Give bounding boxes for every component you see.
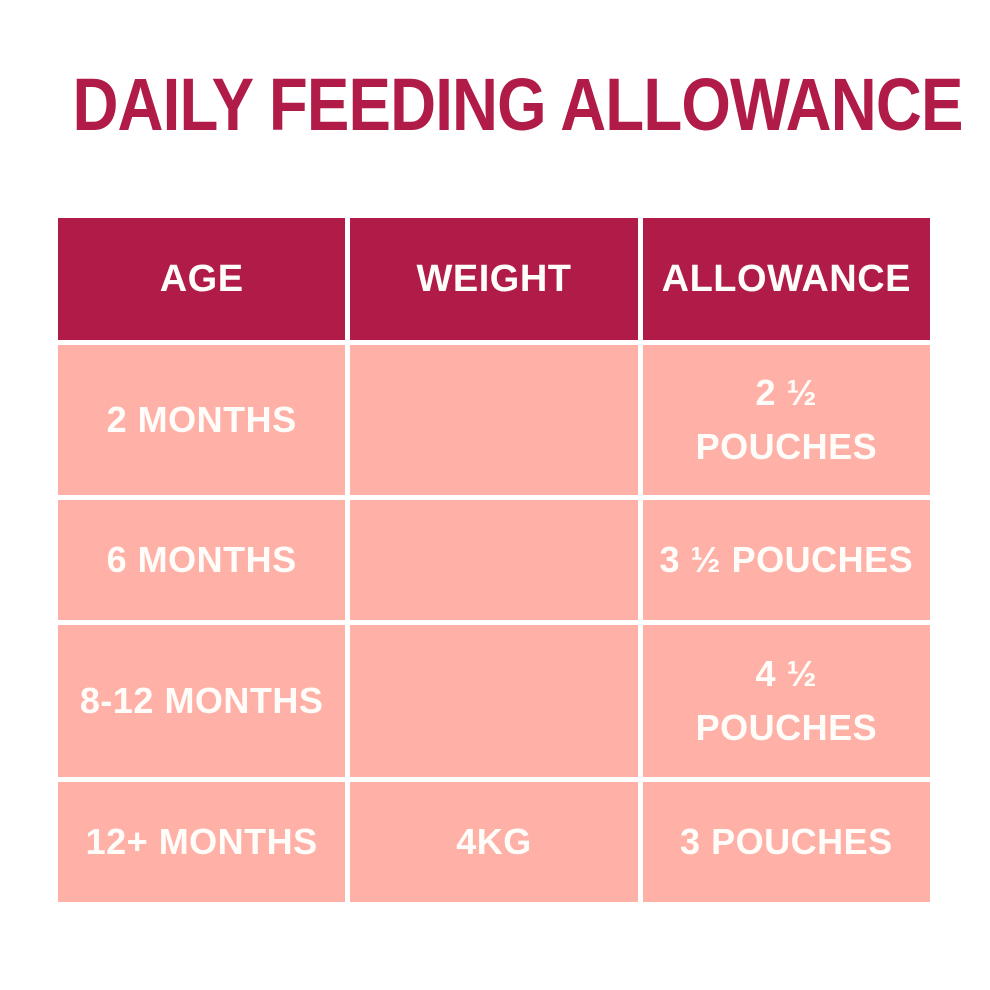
- cell-row3-weight: [350, 625, 638, 777]
- cell-row1-age: 2 MONTHS: [58, 345, 346, 495]
- cell-row2-age: 6 MONTHS: [58, 500, 346, 620]
- header-age: AGE: [58, 218, 346, 340]
- cell-row3-allowance: 4 ½ POUCHES: [642, 625, 930, 777]
- page-title: DAILY FEEDING ALLOWANCE: [72, 63, 963, 146]
- cell-row3-age: 8-12 MONTHS: [58, 625, 346, 777]
- cell-row2-weight: [350, 500, 638, 620]
- cell-row4-age: 12+ MONTHS: [58, 782, 346, 902]
- cell-row1-allowance: 2 ½ POUCHES: [642, 345, 930, 495]
- cell-row2-allowance: 3 ½ POUCHES: [642, 500, 930, 620]
- cell-row4-allowance: 3 POUCHES: [642, 782, 930, 902]
- cell-row1-weight: [350, 345, 638, 495]
- title-container: DAILY FEEDING ALLOWANCE: [0, 68, 990, 142]
- header-weight: WEIGHT: [350, 218, 638, 340]
- cell-row4-weight: 4KG: [350, 782, 638, 902]
- feeding-allowance-table: AGE WEIGHT ALLOWANCE 2 MONTHS 2 ½ POUCHE…: [58, 218, 930, 902]
- header-allowance: ALLOWANCE: [642, 218, 930, 340]
